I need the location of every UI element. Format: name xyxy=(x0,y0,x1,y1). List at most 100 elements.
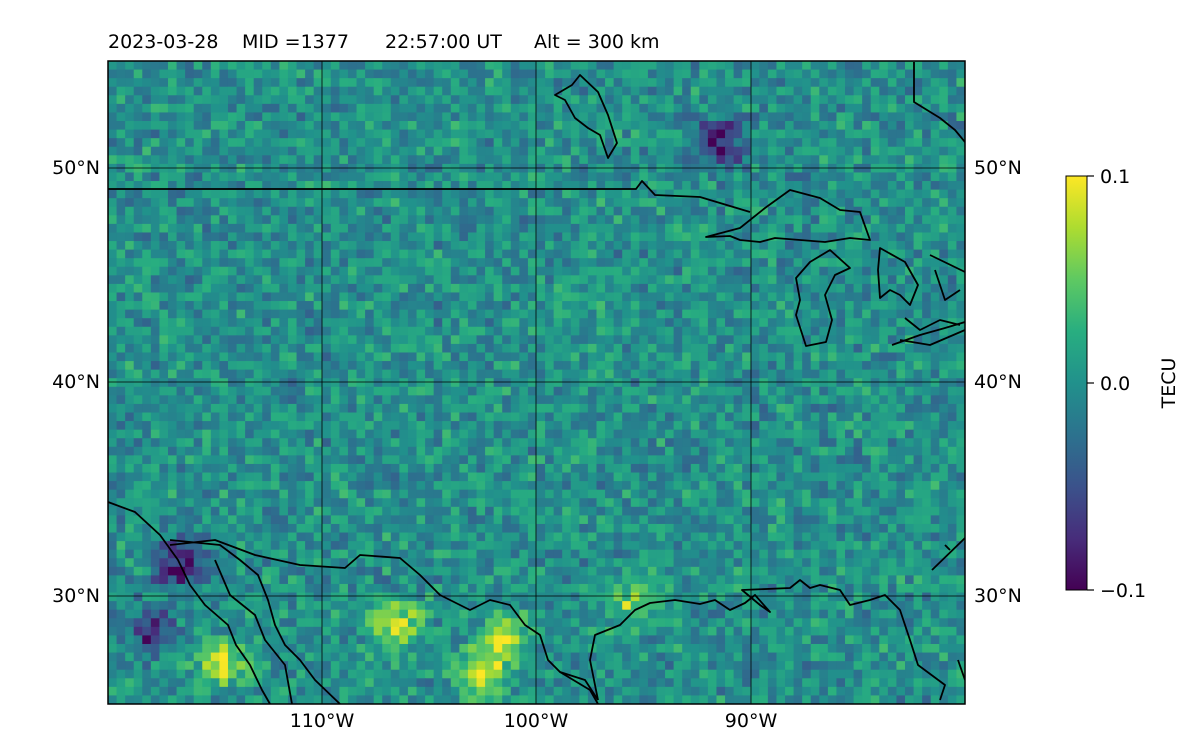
heatmap-cell xyxy=(930,129,940,139)
heatmap-cell xyxy=(836,249,846,259)
heatmap-cell xyxy=(510,103,520,114)
heatmap-cell xyxy=(579,155,589,165)
heatmap-cell xyxy=(887,438,898,448)
heatmap-cell xyxy=(407,275,418,285)
heatmap-cell xyxy=(339,121,349,131)
heatmap-cell xyxy=(845,301,855,311)
heatmap-cell xyxy=(579,455,589,465)
heatmap-cell xyxy=(896,146,906,156)
heatmap-cell xyxy=(262,215,272,225)
heatmap-cell xyxy=(536,421,546,431)
heatmap-cell xyxy=(167,103,178,114)
heatmap-cell xyxy=(125,189,135,199)
heatmap-cell xyxy=(707,455,718,465)
heatmap-cell xyxy=(373,301,383,311)
heatmap-cell xyxy=(622,129,632,139)
heatmap-cell xyxy=(587,215,598,225)
heatmap-cell xyxy=(313,369,323,379)
heatmap-cell xyxy=(819,361,829,371)
heatmap-cell xyxy=(287,78,298,88)
heatmap-cell xyxy=(776,429,786,439)
heatmap-cell xyxy=(365,378,375,388)
heatmap-cell xyxy=(690,266,700,276)
heatmap-cell xyxy=(827,326,838,336)
heatmap-cell xyxy=(939,241,949,251)
heatmap-cell xyxy=(236,112,246,122)
heatmap-cell xyxy=(905,361,915,371)
heatmap-cell xyxy=(450,121,460,131)
heatmap-cell xyxy=(467,378,478,388)
heatmap-cell xyxy=(219,138,229,148)
heatmap-cell xyxy=(467,249,478,259)
heatmap-cell xyxy=(450,403,460,414)
heatmap-cell xyxy=(827,129,838,139)
heatmap-cell xyxy=(193,412,203,422)
heatmap-cell xyxy=(545,163,555,174)
heatmap-cell xyxy=(579,61,589,71)
heatmap-cell xyxy=(896,309,906,319)
heatmap-cell xyxy=(442,301,452,311)
heatmap-cell xyxy=(707,95,718,105)
heatmap-cell xyxy=(485,309,495,319)
heatmap-cell xyxy=(690,69,700,79)
heatmap-cell xyxy=(639,378,649,388)
heatmap-cell xyxy=(956,266,965,276)
heatmap-cell xyxy=(845,95,855,105)
heatmap-cell xyxy=(510,403,520,414)
heatmap-cell xyxy=(133,326,143,336)
heatmap-cell xyxy=(416,395,426,405)
title-mid: MID =1377 xyxy=(242,31,349,53)
heatmap-cell xyxy=(870,326,880,336)
heatmap-cell xyxy=(656,412,666,422)
heatmap-cell xyxy=(245,421,255,431)
heatmap-cell xyxy=(450,369,460,379)
heatmap-cell xyxy=(596,163,606,174)
heatmap-cell xyxy=(476,103,486,114)
heatmap-cell xyxy=(159,155,169,165)
heatmap-cell xyxy=(502,472,512,482)
heatmap-cell xyxy=(553,95,563,105)
heatmap-cell xyxy=(553,412,563,422)
heatmap-cell xyxy=(399,86,409,96)
heatmap-cell xyxy=(553,121,563,131)
heatmap-cell xyxy=(836,318,846,328)
heatmap-cell xyxy=(596,86,606,96)
heatmap-cell xyxy=(716,463,726,474)
heatmap-cell xyxy=(467,481,478,491)
heatmap-cell xyxy=(870,378,880,388)
heatmap-cell xyxy=(699,266,709,276)
heatmap-cell xyxy=(485,121,495,131)
heatmap-cell xyxy=(193,155,203,165)
heatmap-cell xyxy=(202,301,212,311)
heatmap-cell xyxy=(167,198,178,208)
heatmap-cell xyxy=(656,343,666,354)
heatmap-cell xyxy=(656,206,666,216)
heatmap-cell xyxy=(305,309,315,319)
heatmap-cell xyxy=(236,275,246,285)
heatmap-cell xyxy=(339,472,349,482)
heatmap-cell xyxy=(425,481,435,491)
heatmap-cell xyxy=(725,189,735,199)
heatmap-cell xyxy=(930,78,940,88)
heatmap-cell xyxy=(167,352,178,362)
heatmap-cell xyxy=(887,446,898,456)
heatmap-cell xyxy=(767,472,778,482)
heatmap-cell xyxy=(519,283,529,294)
heatmap-cell xyxy=(279,121,289,131)
heatmap-cell xyxy=(159,309,169,319)
heatmap-cell xyxy=(785,386,795,396)
heatmap-cell xyxy=(527,343,538,354)
heatmap-cell xyxy=(108,232,118,242)
heatmap-cell xyxy=(425,455,435,465)
heatmap-cell xyxy=(193,95,203,105)
heatmap-cell xyxy=(827,189,838,199)
heatmap-cell xyxy=(125,241,135,251)
heatmap-cell xyxy=(656,352,666,362)
heatmap-cell xyxy=(287,361,298,371)
heatmap-cell xyxy=(845,129,855,139)
heatmap-cell xyxy=(476,69,486,79)
heatmap-cell xyxy=(939,438,949,448)
heatmap-cell xyxy=(879,326,889,336)
heatmap-cell xyxy=(596,335,606,345)
heatmap-cell xyxy=(485,403,495,414)
